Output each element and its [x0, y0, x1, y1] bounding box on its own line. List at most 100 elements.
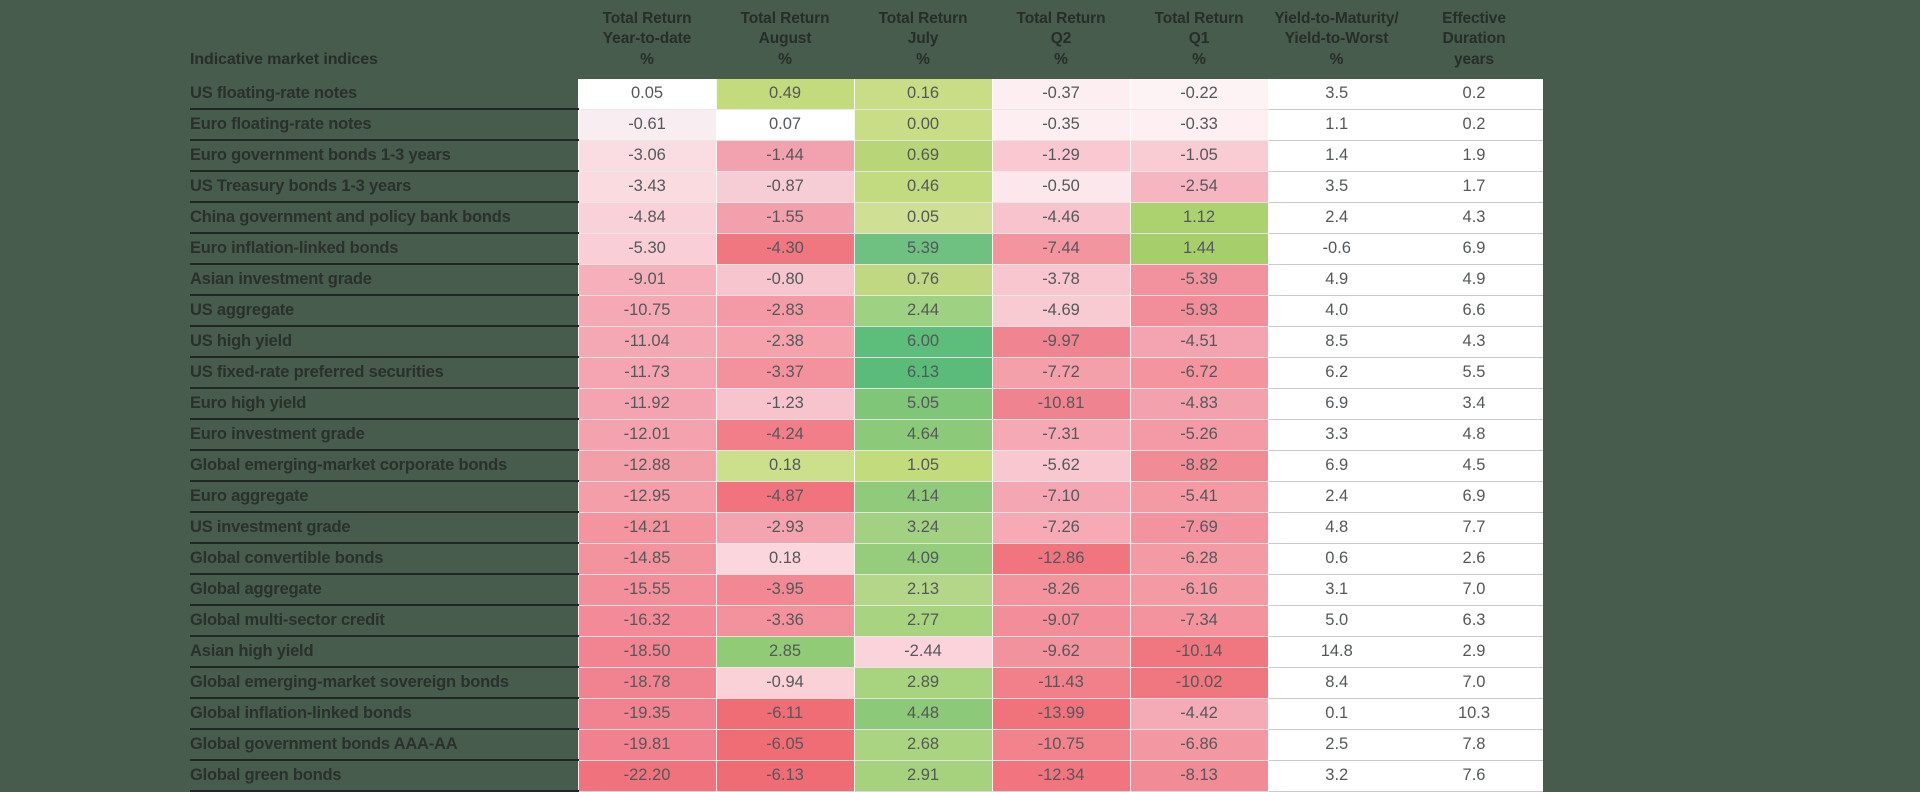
ytm-cell: -0.6 — [1268, 233, 1405, 265]
return-cell: -7.34 — [1129, 605, 1269, 637]
return-cell: -15.55 — [577, 574, 717, 606]
return-cell: -0.37 — [991, 79, 1131, 110]
return-cell: -2.83 — [715, 295, 855, 327]
return-cell: -4.51 — [1129, 326, 1269, 358]
ytm-cell: 3.5 — [1268, 171, 1405, 203]
return-cell: -4.69 — [991, 295, 1131, 327]
duration-cell: 1.7 — [1405, 171, 1543, 203]
table-row: US high yield -11.04 -2.38 6.00 -9.97 -4.51 8.… — [190, 326, 1543, 358]
return-cell: 2.77 — [853, 605, 993, 637]
return-cell: -12.86 — [991, 543, 1131, 575]
return-cell: 5.39 — [853, 233, 993, 265]
ytm-cell: 1.4 — [1268, 140, 1405, 172]
return-cell: -9.01 — [577, 264, 717, 296]
return-cell: -1.29 — [991, 140, 1131, 172]
row-label: Global emerging-market corporate bonds — [190, 450, 578, 482]
return-cell: -5.93 — [1129, 295, 1269, 327]
duration-cell: 6.9 — [1405, 233, 1543, 265]
ytm-cell: 4.0 — [1268, 295, 1405, 327]
return-cell: -5.30 — [577, 233, 717, 265]
return-cell: 0.18 — [715, 450, 855, 482]
ytm-cell: 0.6 — [1268, 543, 1405, 575]
corner-header: Indicative market indices — [190, 50, 378, 68]
return-cell: -8.26 — [991, 574, 1131, 606]
row-label: Euro government bonds 1-3 years — [190, 140, 578, 172]
duration-cell: 6.9 — [1405, 481, 1543, 513]
column-header-total-return-q1: Total Return Q1 % — [1154, 9, 1244, 68]
row-label: US aggregate — [190, 295, 578, 327]
return-cell: 5.05 — [853, 388, 993, 420]
ytm-cell: 6.9 — [1268, 388, 1405, 420]
table-row: China government and policy bank bonds -4… — [190, 202, 1543, 234]
row-label: US high yield — [190, 326, 578, 358]
return-cell: 1.05 — [853, 450, 993, 482]
return-cell: -8.82 — [1129, 450, 1269, 482]
row-label: US floating-rate notes — [190, 79, 578, 110]
return-cell: 0.07 — [715, 109, 855, 141]
ytm-cell: 3.5 — [1268, 79, 1405, 110]
row-label: Global emerging-market sovereign bonds — [190, 667, 578, 699]
return-cell: -7.72 — [991, 357, 1131, 389]
ytm-cell: 14.8 — [1268, 636, 1405, 668]
return-cell: -11.43 — [991, 667, 1131, 699]
table-row: Global inflation-linked bonds -19.35 -6.11… — [190, 698, 1543, 730]
return-cell: 4.14 — [853, 481, 993, 513]
ytm-cell: 0.1 — [1268, 698, 1405, 730]
return-cell: -7.26 — [991, 512, 1131, 544]
return-cell: -2.44 — [853, 636, 993, 668]
table-row: US aggregate -10.75 -2.83 2.44 -4.69 -5.93 4.0… — [190, 295, 1543, 327]
row-label: Global inflation-linked bonds — [190, 698, 578, 730]
column-header-total-return-ytd: Total Return Year-to-date % — [602, 9, 692, 68]
return-cell: 0.76 — [853, 264, 993, 296]
row-label: Euro floating-rate notes — [190, 109, 578, 141]
ytm-cell: 3.1 — [1268, 574, 1405, 606]
return-cell: -14.21 — [577, 512, 717, 544]
row-label: US fixed-rate preferred securities — [190, 357, 578, 389]
column-header-total-return-q2: Total Return Q2 % — [1016, 9, 1106, 68]
duration-cell: 7.8 — [1405, 729, 1543, 761]
duration-cell: 4.5 — [1405, 450, 1543, 482]
return-cell: -2.54 — [1129, 171, 1269, 203]
row-label: Global convertible bonds — [190, 543, 578, 575]
return-cell: -4.84 — [577, 202, 717, 234]
table-row: Euro investment grade -12.01 -4.24 4.64 -7.3… — [190, 419, 1543, 451]
row-label: Asian investment grade — [190, 264, 578, 296]
return-cell: -5.39 — [1129, 264, 1269, 296]
return-cell: -1.55 — [715, 202, 855, 234]
table-row: US investment grade -14.21 -2.93 3.24 -7.26-… — [190, 512, 1543, 544]
duration-cell: 6.6 — [1405, 295, 1543, 327]
return-cell: -0.22 — [1129, 79, 1269, 110]
duration-cell: 7.7 — [1405, 512, 1543, 544]
return-cell: 2.89 — [853, 667, 993, 699]
return-cell: 0.46 — [853, 171, 993, 203]
row-label: Global government bonds AAA-AA — [190, 729, 578, 761]
return-cell: -10.75 — [577, 295, 717, 327]
duration-cell: 7.0 — [1405, 667, 1543, 699]
return-cell: -3.06 — [577, 140, 717, 172]
return-cell: -4.83 — [1129, 388, 1269, 420]
indices-table: Indicative market indices Total Return Y… — [190, 8, 1543, 792]
duration-cell: 0.2 — [1405, 109, 1543, 141]
return-cell: -3.78 — [991, 264, 1131, 296]
return-cell: -1.05 — [1129, 140, 1269, 172]
ytm-cell: 2.4 — [1268, 481, 1405, 513]
return-cell: -0.61 — [577, 109, 717, 141]
row-label: US investment grade — [190, 512, 578, 544]
table-row: Global emerging-market sovereign bonds -1… — [190, 667, 1543, 699]
return-cell: -14.85 — [577, 543, 717, 575]
table-row: Global government bonds AAA-AA -19.81 -6.0… — [190, 729, 1543, 761]
table-row: US Treasury bonds 1-3 years -3.43 -0.87 0.4… — [190, 171, 1543, 203]
duration-cell: 7.6 — [1405, 760, 1543, 792]
return-cell: -4.46 — [991, 202, 1131, 234]
return-cell: 0.16 — [853, 79, 993, 110]
return-cell: -6.13 — [715, 760, 855, 792]
table-row: Asian investment grade -9.01 -0.80 0.76 -3.7… — [190, 264, 1543, 296]
return-cell: 2.44 — [853, 295, 993, 327]
duration-cell: 0.2 — [1405, 79, 1543, 110]
return-cell: -3.36 — [715, 605, 855, 637]
return-cell: -4.87 — [715, 481, 855, 513]
return-cell: -2.93 — [715, 512, 855, 544]
row-label: China government and policy bank bonds — [190, 202, 578, 234]
ytm-cell: 3.3 — [1268, 419, 1405, 451]
table-row: Global multi-sector credit -16.32 -3.36 2.7… — [190, 605, 1543, 637]
